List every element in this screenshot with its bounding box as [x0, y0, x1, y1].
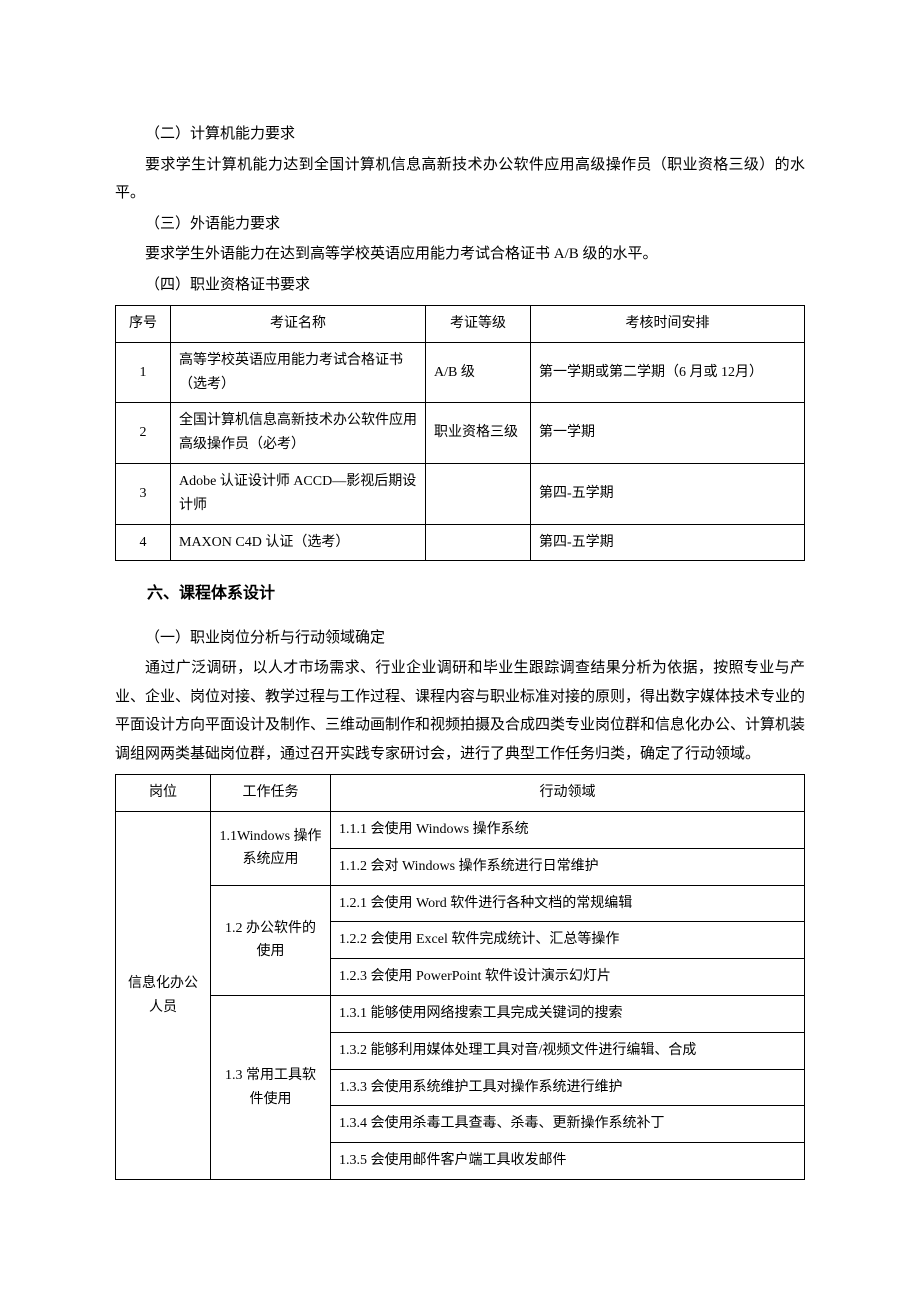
cell-name: 高等学校英语应用能力考试合格证书（选考）: [171, 342, 426, 403]
subsection-3-title: （三）外语能力要求: [115, 210, 805, 239]
header-level: 考证等级: [426, 306, 531, 343]
cell-time: 第一学期或第二学期（6 月或 12月）: [531, 342, 805, 403]
cell-name: MAXON C4D 认证（选考）: [171, 524, 426, 561]
table-row: 3 Adobe 认证设计师 ACCD—影视后期设计师 第四-五学期: [116, 463, 805, 524]
table-header-row: 岗位 工作任务 行动领域: [116, 775, 805, 812]
cell-action: 1.2.1 会使用 Word 软件进行各种文档的常规编辑: [331, 885, 805, 922]
header-name: 考证名称: [171, 306, 426, 343]
cell-task: 1.2 办公软件的使用: [211, 885, 331, 995]
cell-time: 第一学期: [531, 403, 805, 464]
subsection-6-1-body: 通过广泛调研，以人才市场需求、行业企业调研和毕业生跟踪调查结果分析为依据，按照专…: [115, 654, 805, 768]
subsection-6-1-title: （一）职业岗位分析与行动领域确定: [115, 624, 805, 653]
cell-time: 第四-五学期: [531, 463, 805, 524]
cell-seq: 4: [116, 524, 171, 561]
cell-time: 第四-五学期: [531, 524, 805, 561]
cell-name: 全国计算机信息高新技术办公软件应用高级操作员（必考）: [171, 403, 426, 464]
cell-action: 1.1.2 会对 Windows 操作系统进行日常维护: [331, 848, 805, 885]
cell-seq: 3: [116, 463, 171, 524]
subsection-3-body: 要求学生外语能力在达到高等学校英语应用能力考试合格证书 A/B 级的水平。: [115, 240, 805, 269]
cell-action: 1.2.2 会使用 Excel 软件完成统计、汇总等操作: [331, 922, 805, 959]
table-row: 1 高等学校英语应用能力考试合格证书（选考） A/B 级 第一学期或第二学期（6…: [116, 342, 805, 403]
cell-task: 1.3 常用工具软件使用: [211, 996, 331, 1180]
header-action: 行动领域: [331, 775, 805, 812]
table-row: 4 MAXON C4D 认证（选考） 第四-五学期: [116, 524, 805, 561]
cell-action: 1.3.4 会使用杀毒工具查毒、杀毒、更新操作系统补丁: [331, 1106, 805, 1143]
cell-task: 1.1Windows 操作系统应用: [211, 812, 331, 886]
job-analysis-table: 岗位 工作任务 行动领域 信息化办公人员 1.1Windows 操作系统应用 1…: [115, 774, 805, 1180]
cell-level: [426, 524, 531, 561]
cell-action: 1.3.2 能够利用媒体处理工具对音/视频文件进行编辑、合成: [331, 1032, 805, 1069]
table-header-row: 序号 考证名称 考证等级 考核时间安排: [116, 306, 805, 343]
table-row: 1.3 常用工具软件使用 1.3.1 能够使用网络搜索工具完成关键词的搜索: [116, 996, 805, 1033]
table-row: 2 全国计算机信息高新技术办公软件应用高级操作员（必考） 职业资格三级 第一学期: [116, 403, 805, 464]
cell-action: 1.3.5 会使用邮件客户端工具收发邮件: [331, 1143, 805, 1180]
cell-level: [426, 463, 531, 524]
table-row: 信息化办公人员 1.1Windows 操作系统应用 1.1.1 会使用 Wind…: [116, 812, 805, 849]
cell-action: 1.3.3 会使用系统维护工具对操作系统进行维护: [331, 1069, 805, 1106]
cell-action: 1.2.3 会使用 PowerPoint 软件设计演示幻灯片: [331, 959, 805, 996]
header-post: 岗位: [116, 775, 211, 812]
header-time: 考核时间安排: [531, 306, 805, 343]
cell-action: 1.1.1 会使用 Windows 操作系统: [331, 812, 805, 849]
cell-level: 职业资格三级: [426, 403, 531, 464]
cell-seq: 1: [116, 342, 171, 403]
cell-post: 信息化办公人员: [116, 812, 211, 1180]
cell-name: Adobe 认证设计师 ACCD—影视后期设计师: [171, 463, 426, 524]
section-6-heading: 六、课程体系设计: [115, 579, 805, 609]
header-task: 工作任务: [211, 775, 331, 812]
certificate-table: 序号 考证名称 考证等级 考核时间安排 1 高等学校英语应用能力考试合格证书（选…: [115, 305, 805, 561]
header-seq: 序号: [116, 306, 171, 343]
table-row: 1.2 办公软件的使用 1.2.1 会使用 Word 软件进行各种文档的常规编辑: [116, 885, 805, 922]
cell-seq: 2: [116, 403, 171, 464]
subsection-2-body: 要求学生计算机能力达到全国计算机信息高新技术办公软件应用高级操作员（职业资格三级…: [115, 151, 805, 208]
cell-action: 1.3.1 能够使用网络搜索工具完成关键词的搜索: [331, 996, 805, 1033]
subsection-4-title: （四）职业资格证书要求: [115, 271, 805, 300]
cell-level: A/B 级: [426, 342, 531, 403]
subsection-2-title: （二）计算机能力要求: [115, 120, 805, 149]
